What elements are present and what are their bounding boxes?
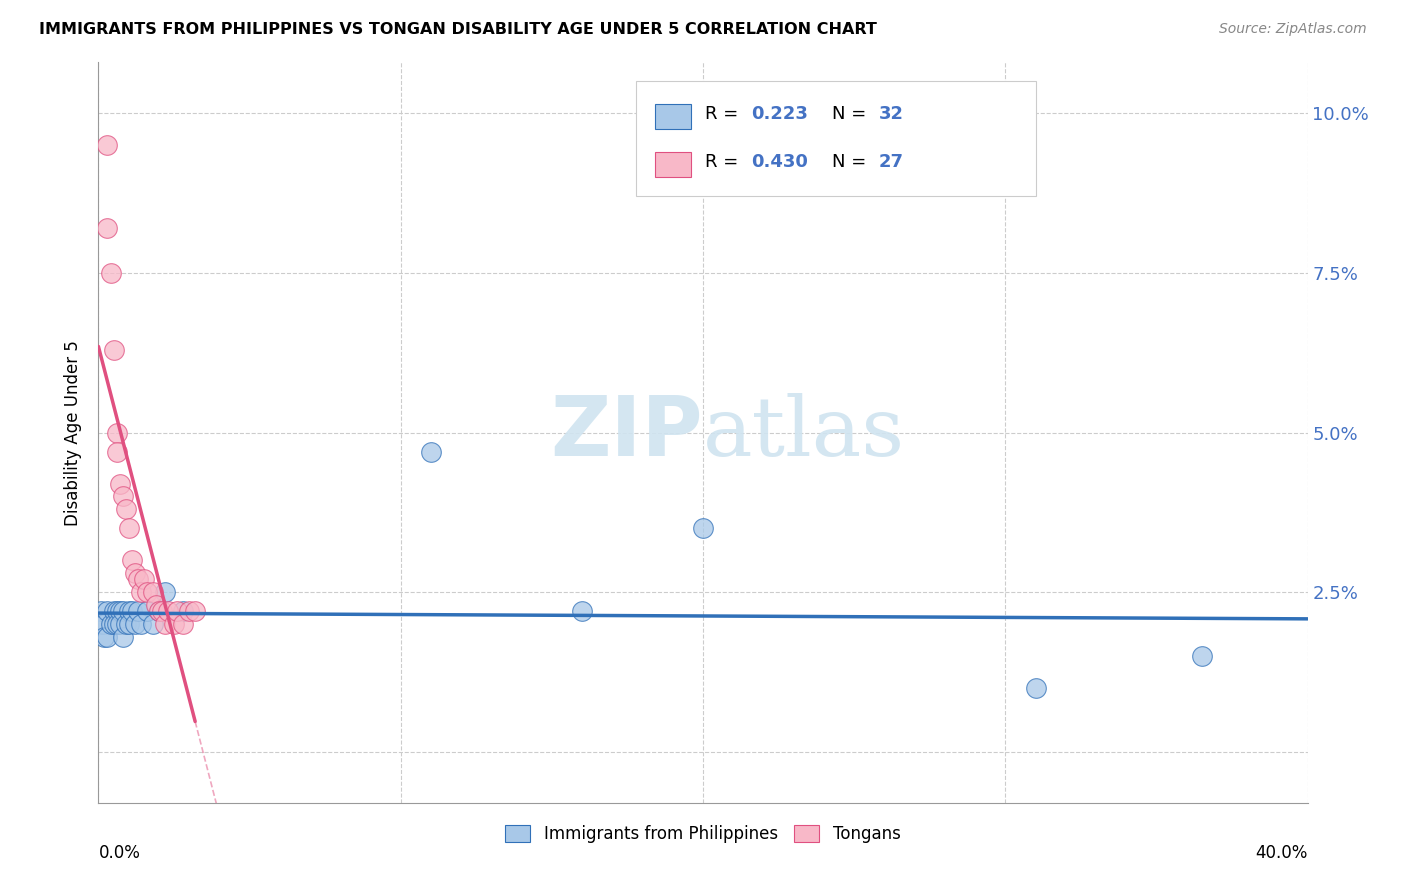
Point [111,490,134,504]
Point [135,585,157,599]
Text: N =: N = [832,153,872,171]
Point [692,521,714,535]
Text: 0.223: 0.223 [751,105,808,123]
Point [135,604,157,618]
Point [172,617,194,632]
Point [96,138,118,153]
Point [129,617,152,632]
Point [132,573,155,587]
Point [571,604,593,618]
Point [124,617,146,632]
Point [166,604,188,618]
Point [103,617,125,632]
Point [114,502,136,516]
Point [108,604,131,618]
Text: R =: R = [706,153,744,171]
Point [118,521,141,535]
Point [100,266,122,280]
Point [96,221,118,235]
FancyBboxPatch shape [637,81,1035,195]
Point [105,444,128,458]
Text: 0.430: 0.430 [751,153,808,171]
Point [1024,681,1046,695]
Point [150,604,173,618]
Point [127,604,149,618]
FancyBboxPatch shape [655,152,690,178]
Point [163,617,186,632]
Point [1191,648,1213,663]
Point [121,553,143,567]
Point [129,585,152,599]
Point [100,617,122,632]
Text: 40.0%: 40.0% [1256,844,1308,862]
Point [118,604,141,618]
Point [111,604,134,618]
Text: 32: 32 [879,105,903,123]
Point [103,604,125,618]
Point [124,566,146,580]
Point [142,585,165,599]
Point [153,585,176,599]
Y-axis label: Disability Age Under 5: Disability Age Under 5 [65,340,83,525]
Point [96,630,118,644]
Point [172,604,194,618]
Text: R =: R = [706,105,744,123]
Point [148,604,170,618]
Point [105,604,128,618]
Point [90,617,112,632]
Point [184,604,207,618]
Text: atlas: atlas [703,392,905,473]
Text: 27: 27 [879,153,903,171]
Text: ZIP: ZIP [551,392,703,473]
Point [145,598,167,612]
Point [420,444,443,458]
Point [114,617,136,632]
Point [156,604,179,618]
Point [179,604,201,618]
Point [111,630,134,644]
Legend: Immigrants from Philippines, Tongans: Immigrants from Philippines, Tongans [499,819,907,850]
Point [108,617,131,632]
Point [127,573,149,587]
Point [90,604,112,618]
Point [118,617,141,632]
FancyBboxPatch shape [655,103,690,129]
Text: 0.0%: 0.0% [98,844,141,862]
Point [105,617,128,632]
Point [121,604,143,618]
Point [93,630,115,644]
Text: N =: N = [832,105,872,123]
Text: IMMIGRANTS FROM PHILIPPINES VS TONGAN DISABILITY AGE UNDER 5 CORRELATION CHART: IMMIGRANTS FROM PHILIPPINES VS TONGAN DI… [39,22,877,37]
Point [153,617,176,632]
Point [103,343,125,357]
Text: Source: ZipAtlas.com: Source: ZipAtlas.com [1219,22,1367,37]
Point [108,476,131,491]
Point [148,604,170,618]
Point [96,604,118,618]
Point [105,425,128,440]
Point [93,617,115,632]
Point [142,617,165,632]
